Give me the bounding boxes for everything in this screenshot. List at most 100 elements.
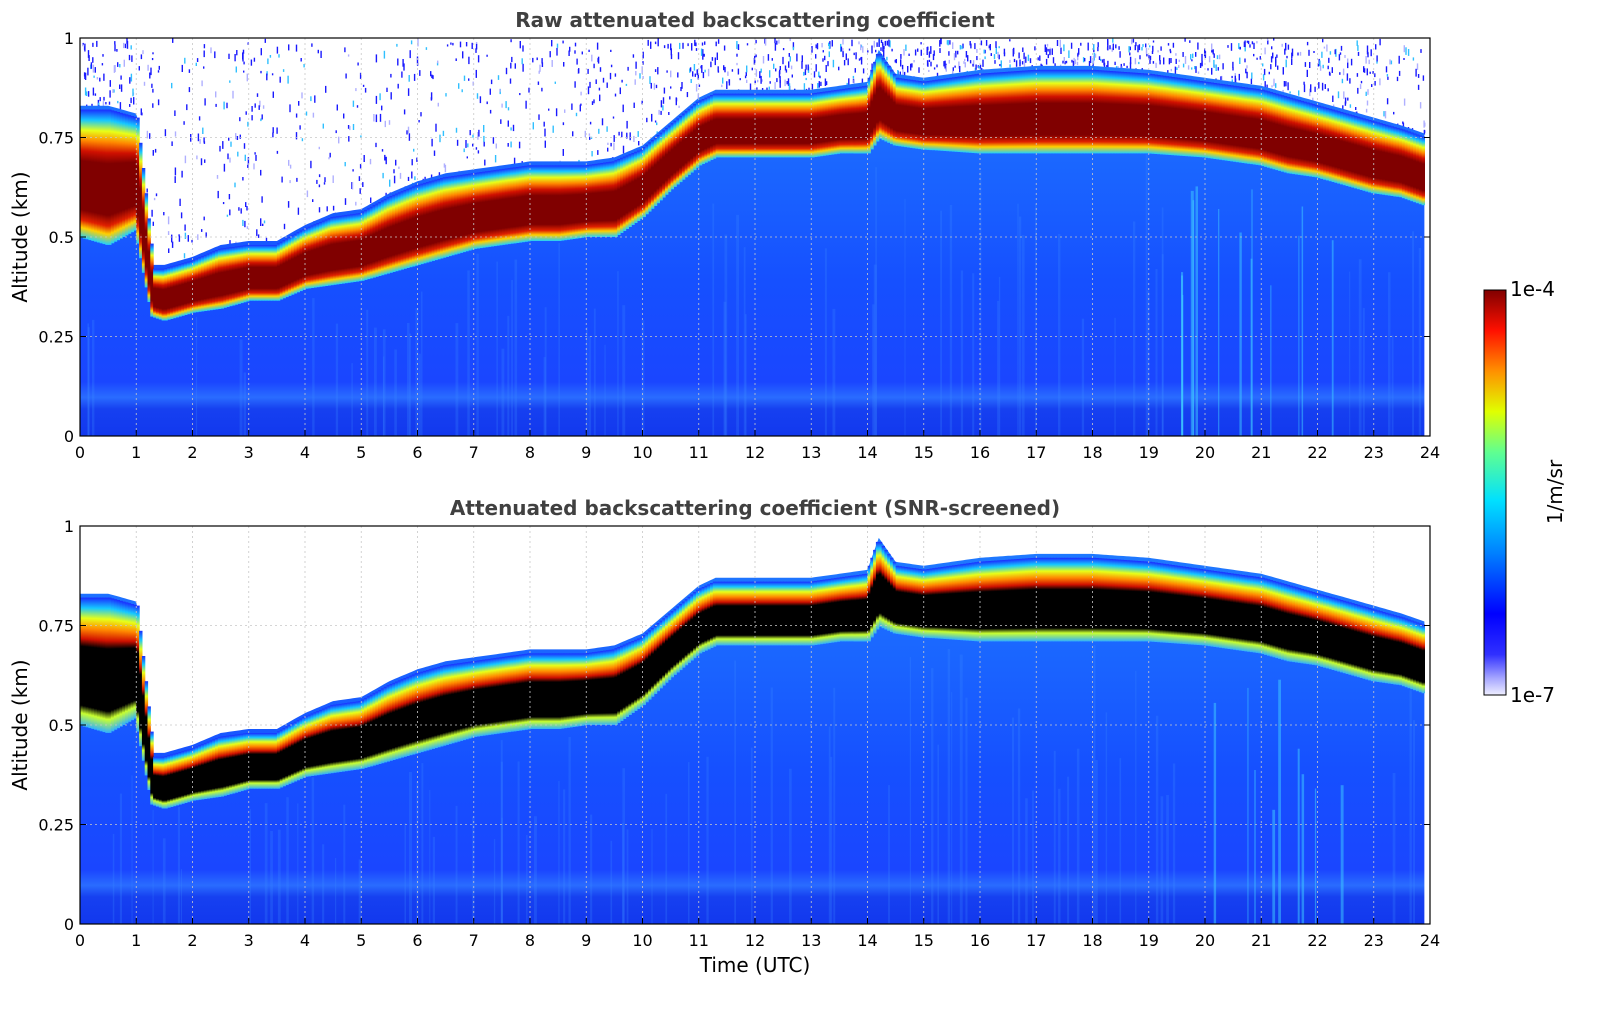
layer-segment [620, 157, 624, 233]
layer-segment [884, 61, 888, 142]
noise-speck [344, 47, 346, 53]
layer-segment [400, 679, 404, 758]
noise-speck [828, 44, 831, 50]
layer-segment [400, 191, 404, 270]
noise-speck [638, 141, 640, 146]
noise-speck [174, 176, 176, 183]
noise-speck [1398, 70, 1401, 76]
layer-segment [819, 92, 824, 157]
layer-segment [1345, 601, 1349, 674]
noise-speck [1129, 46, 1131, 51]
streak [951, 692, 953, 924]
streak [723, 301, 727, 436]
noise-speck [188, 87, 191, 93]
noise-speck [883, 49, 885, 58]
noise-speck [352, 124, 355, 130]
noise-speck [152, 221, 154, 226]
streak [87, 323, 89, 436]
layer-segment [527, 165, 531, 242]
noise-speck [1082, 57, 1085, 63]
layer-segment [1053, 557, 1057, 642]
layer-segment [293, 233, 298, 294]
noise-speck [901, 64, 904, 70]
noise-speck [1328, 57, 1330, 63]
layer-segment [794, 93, 798, 158]
layer-segment [1202, 569, 1206, 646]
layer-segment [845, 576, 849, 642]
noise-speck [266, 71, 268, 76]
layer-segment [1387, 613, 1392, 684]
noise-speck [574, 81, 576, 88]
layer-segment [127, 115, 132, 234]
noise-speck [726, 81, 728, 89]
streak [162, 838, 166, 924]
layer-segment [434, 179, 438, 261]
streak [407, 323, 410, 436]
noise-speck [1027, 54, 1030, 62]
layer-segment [1058, 69, 1063, 154]
noise-speck [1009, 39, 1011, 42]
layer-segment [628, 642, 632, 715]
noise-speck [437, 102, 439, 107]
noise-speck [1215, 64, 1217, 71]
noise-speck [853, 79, 855, 84]
noise-speck [695, 84, 698, 92]
layer-segment [681, 113, 686, 180]
layer-segment [80, 597, 84, 726]
noise-speck [484, 159, 486, 166]
noise-speck [259, 100, 261, 107]
noise-speck [1093, 52, 1095, 61]
streak [534, 816, 537, 924]
streak [1166, 795, 1169, 924]
layer-segment [1109, 559, 1113, 642]
noise-speck [1194, 66, 1196, 70]
layer-segment [605, 162, 610, 237]
noise-speck [984, 56, 986, 60]
noise-speck [687, 43, 689, 47]
layer-segment [577, 165, 582, 239]
noise-speck [362, 84, 365, 87]
layer-segment [229, 247, 233, 307]
noise-speck [1063, 57, 1065, 63]
noise-speck [1077, 53, 1079, 57]
layer-segment [1030, 558, 1034, 642]
noise-speck [1356, 40, 1358, 46]
layer-segment [681, 601, 686, 668]
layer-segment [670, 123, 674, 190]
layer-segment [1221, 572, 1226, 649]
layer-segment [296, 720, 300, 781]
noise-speck [522, 63, 524, 72]
noise-speck [621, 131, 623, 138]
noise-speck [541, 58, 543, 64]
layer-segment [1022, 558, 1026, 642]
noise-speck [217, 190, 219, 199]
noise-speck [1149, 55, 1152, 60]
noise-speck [267, 58, 269, 65]
layer-segment [864, 85, 869, 154]
noise-speck [264, 38, 266, 43]
layer-segment [108, 109, 112, 245]
layer-segment [1379, 123, 1383, 195]
colorbar: 1e-4 1e-7 1/m/sr [1483, 277, 1567, 707]
noise-speck [1347, 58, 1349, 63]
layer-segment [603, 650, 607, 725]
noise-speck [918, 67, 920, 73]
noise-speck [606, 126, 608, 132]
noise-speck [894, 59, 896, 63]
layer-segment [625, 643, 629, 717]
noise-speck [132, 88, 134, 97]
noise-speck [347, 125, 350, 129]
noise-speck [679, 42, 681, 50]
layer-segment [175, 752, 179, 806]
noise-speck [1245, 68, 1247, 74]
noise-speck [593, 99, 595, 104]
layer-segment [1168, 76, 1172, 155]
layer-segment [260, 733, 264, 789]
layer-segment [1320, 594, 1324, 667]
noise-speck [1076, 61, 1079, 66]
layer-segment [1410, 620, 1414, 690]
noise-speck [961, 45, 963, 50]
layer-segment [518, 166, 523, 243]
layer-segment [1370, 608, 1375, 682]
noise-speck [1207, 68, 1209, 71]
